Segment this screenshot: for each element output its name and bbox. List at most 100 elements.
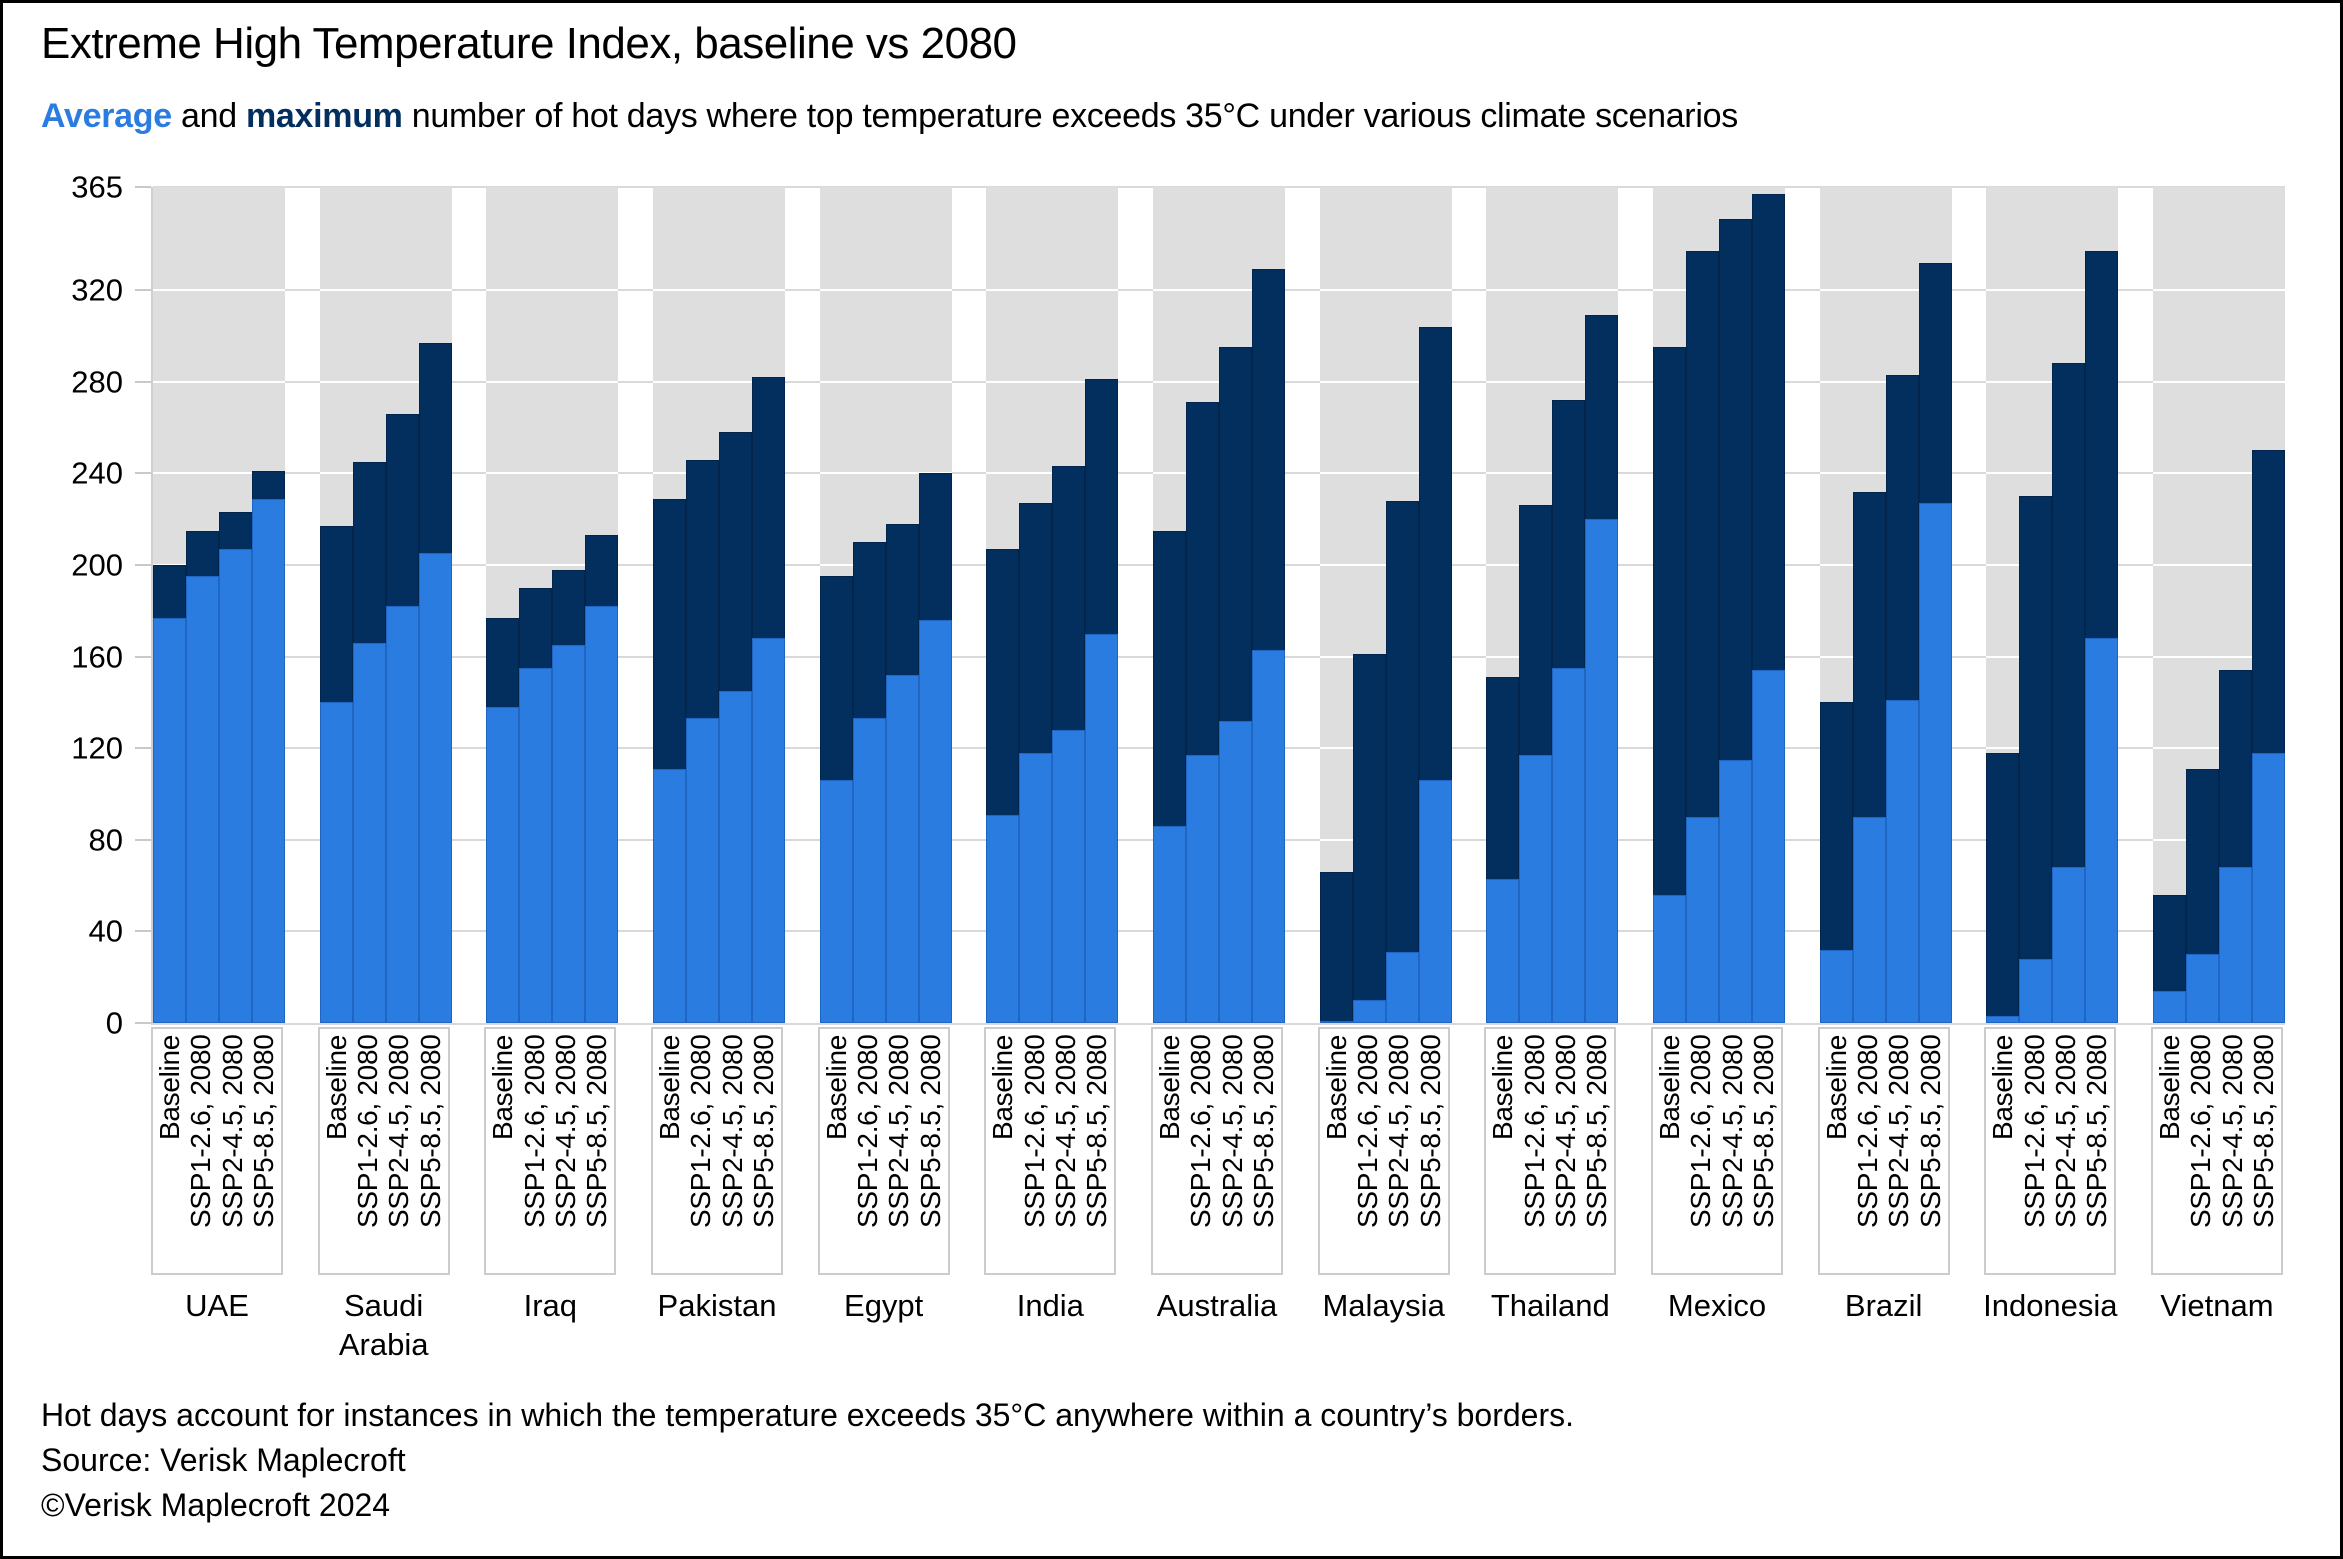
bar-mexico-ssp1 [1685, 187, 1719, 1023]
scenario-labelbox-uae: Baseline SSP1-2.6, 2080 SSP2-4.5, 2080 SSP5… [151, 1027, 283, 1275]
average-segment [1552, 668, 1586, 1023]
scenario-tick-label: SSP1-2.6, 2080 [1351, 1035, 1383, 1229]
y-tick-320 [135, 289, 151, 292]
average-segment [1986, 1016, 2020, 1023]
bar-brazil-baseline [1819, 187, 1853, 1023]
bar-australia-ssp1 [1185, 187, 1219, 1023]
scenario-tick-label: SSP2-4.5, 2080 [1716, 1035, 1748, 1229]
average-segment [1218, 720, 1252, 1023]
scenario-tick-label: SSP5-8.5, 2080 [414, 1035, 446, 1229]
scenario-tick-label: SSP1-2.6, 2080 [185, 1035, 217, 1229]
bar-malaysia-ssp3 [1418, 187, 1452, 1023]
column-gridline-320 [819, 289, 952, 292]
average-segment [1819, 949, 1853, 1023]
country-label-mexico: Mexico [1667, 1288, 1767, 1323]
scenario-tick-label: SSP1-2.6, 2080 [1851, 1035, 1883, 1229]
average-segment [1852, 816, 1886, 1023]
bar-saudi-arabia-baseline [319, 187, 353, 1023]
country-column-saudi-arabia [319, 187, 452, 1023]
bar-egypt-ssp2 [885, 187, 919, 1023]
scenario-tick-label: SSP2-4.5, 2080 [216, 1035, 248, 1229]
bar-malaysia-ssp2 [1385, 187, 1419, 1023]
average-segment [1185, 755, 1219, 1023]
average-segment [2251, 752, 2285, 1023]
column-gridline-320 [319, 289, 452, 292]
country-column-uae [153, 187, 285, 1023]
bar-iraq-baseline [486, 187, 520, 1023]
column-gridline-320 [986, 289, 1119, 292]
scenario-tick-label: SSP1-2.6, 2080 [1185, 1035, 1217, 1229]
average-segment [2019, 958, 2053, 1023]
column-gridline-280 [986, 380, 1119, 383]
bar-mexico-baseline [1652, 187, 1686, 1023]
scenario-tick-label: SSP2-4.5, 2080 [1216, 1035, 1248, 1229]
bar-indonesia-baseline [1986, 187, 2020, 1023]
scenario-tick-label: SSP5-8.5, 2080 [1581, 1035, 1613, 1229]
country-label-malaysia: Malaysia [1322, 1288, 1445, 1323]
scenario-tick-label: SSP1-2.6, 2080 [2185, 1035, 2217, 1229]
scenario-labelbox-egypt: Baseline SSP1-2.6, 2080 SSP2-4.5, 2080 SSP5… [817, 1027, 950, 1275]
average-segment [2185, 954, 2219, 1023]
column-gridline-240 [2152, 472, 2285, 475]
bar-groups [153, 187, 2285, 1023]
scenario-tick-label: Baseline [1320, 1035, 1352, 1141]
scenario-tick-label: SSP1-2.6, 2080 [351, 1035, 383, 1229]
column-gridline-320 [1486, 289, 1619, 292]
scenario-tick-label: SSP5-8.5, 2080 [914, 1035, 946, 1229]
scenario-labelbox-australia: Baseline SSP1-2.6, 2080 SSP2-4.5, 2080 SSP5… [1150, 1027, 1283, 1275]
average-segment [1152, 826, 1186, 1023]
column-gridline-280 [486, 380, 619, 383]
y-tick-label-120: 120 [71, 730, 123, 766]
country-label-egypt: Egypt [844, 1288, 924, 1323]
scenario-tick-label: SSP2-4.5, 2080 [549, 1035, 581, 1229]
average-segment [1352, 1000, 1386, 1023]
scenario-tick-label: SSP5-8.5, 2080 [2081, 1035, 2113, 1229]
average-segment [852, 718, 886, 1023]
y-tick-label-320: 320 [71, 272, 123, 308]
average-segment [418, 553, 452, 1023]
bar-uae-baseline [153, 187, 186, 1023]
scenario-tick-label: SSP2-4.5, 2080 [1883, 1035, 1915, 1229]
scenario-tick-label: SSP2-4.5, 2080 [1049, 1035, 1081, 1229]
bar-indonesia-ssp1 [2019, 187, 2053, 1023]
bar-india-ssp2 [1052, 187, 1086, 1023]
scenario-tick-label: SSP5-8.5, 2080 [747, 1035, 779, 1229]
subtitle-rest-text: number of hot days where top temperature… [402, 97, 1738, 135]
average-segment [1885, 700, 1919, 1023]
column-gridline-320 [652, 289, 785, 292]
maximum-segment [1385, 500, 1419, 1023]
column-gridline-280 [652, 380, 785, 383]
scenario-labelbox-india: Baseline SSP1-2.6, 2080 SSP2-4.5, 2080 SSP5… [984, 1027, 1117, 1275]
bar-thailand-baseline [1486, 187, 1520, 1023]
average-segment [718, 690, 752, 1023]
scenario-labelbox-vietnam: Baseline SSP1-2.6, 2080 SSP2-4.5, 2080 SSP5… [2150, 1027, 2283, 1275]
average-segment [1751, 670, 1785, 1023]
bar-india-baseline [986, 187, 1020, 1023]
bar-australia-baseline [1152, 187, 1186, 1023]
scenario-tick-label: SSP5-8.5, 2080 [1081, 1035, 1113, 1229]
country-column-australia [1152, 187, 1285, 1023]
bar-saudi-arabia-ssp3 [418, 187, 452, 1023]
country-label-iraq: Iraq [523, 1288, 578, 1323]
country-label-saudi-arabia: Saudi Arabia [338, 1288, 429, 1362]
scenario-tick-label: Baseline [987, 1035, 1019, 1141]
bar-egypt-baseline [819, 187, 853, 1023]
scenario-tick-label: Baseline [1153, 1035, 1185, 1141]
scenario-labelbox-iraq: Baseline SSP1-2.6, 2080 SSP2-4.5, 2080 SSP5… [484, 1027, 617, 1275]
scenario-tick-label: SSP1-2.6, 2080 [1685, 1035, 1717, 1229]
maximum-segment [2019, 496, 2053, 1023]
average-segment [1585, 519, 1619, 1023]
average-segment [1519, 755, 1553, 1023]
country-column-indonesia [1986, 187, 2119, 1023]
y-tick-40 [135, 930, 151, 933]
column-gridline-240 [819, 472, 952, 475]
y-tick-label-0: 0 [105, 1005, 123, 1041]
column-gridline-320 [2152, 289, 2285, 292]
bar-thailand-ssp2 [1552, 187, 1586, 1023]
column-gridline-280 [2152, 380, 2285, 383]
y-tick-80 [135, 838, 151, 841]
y-tick-label-160: 160 [71, 639, 123, 675]
average-segment [2085, 638, 2119, 1023]
average-segment [153, 617, 186, 1023]
bar-indonesia-ssp3 [2085, 187, 2119, 1023]
